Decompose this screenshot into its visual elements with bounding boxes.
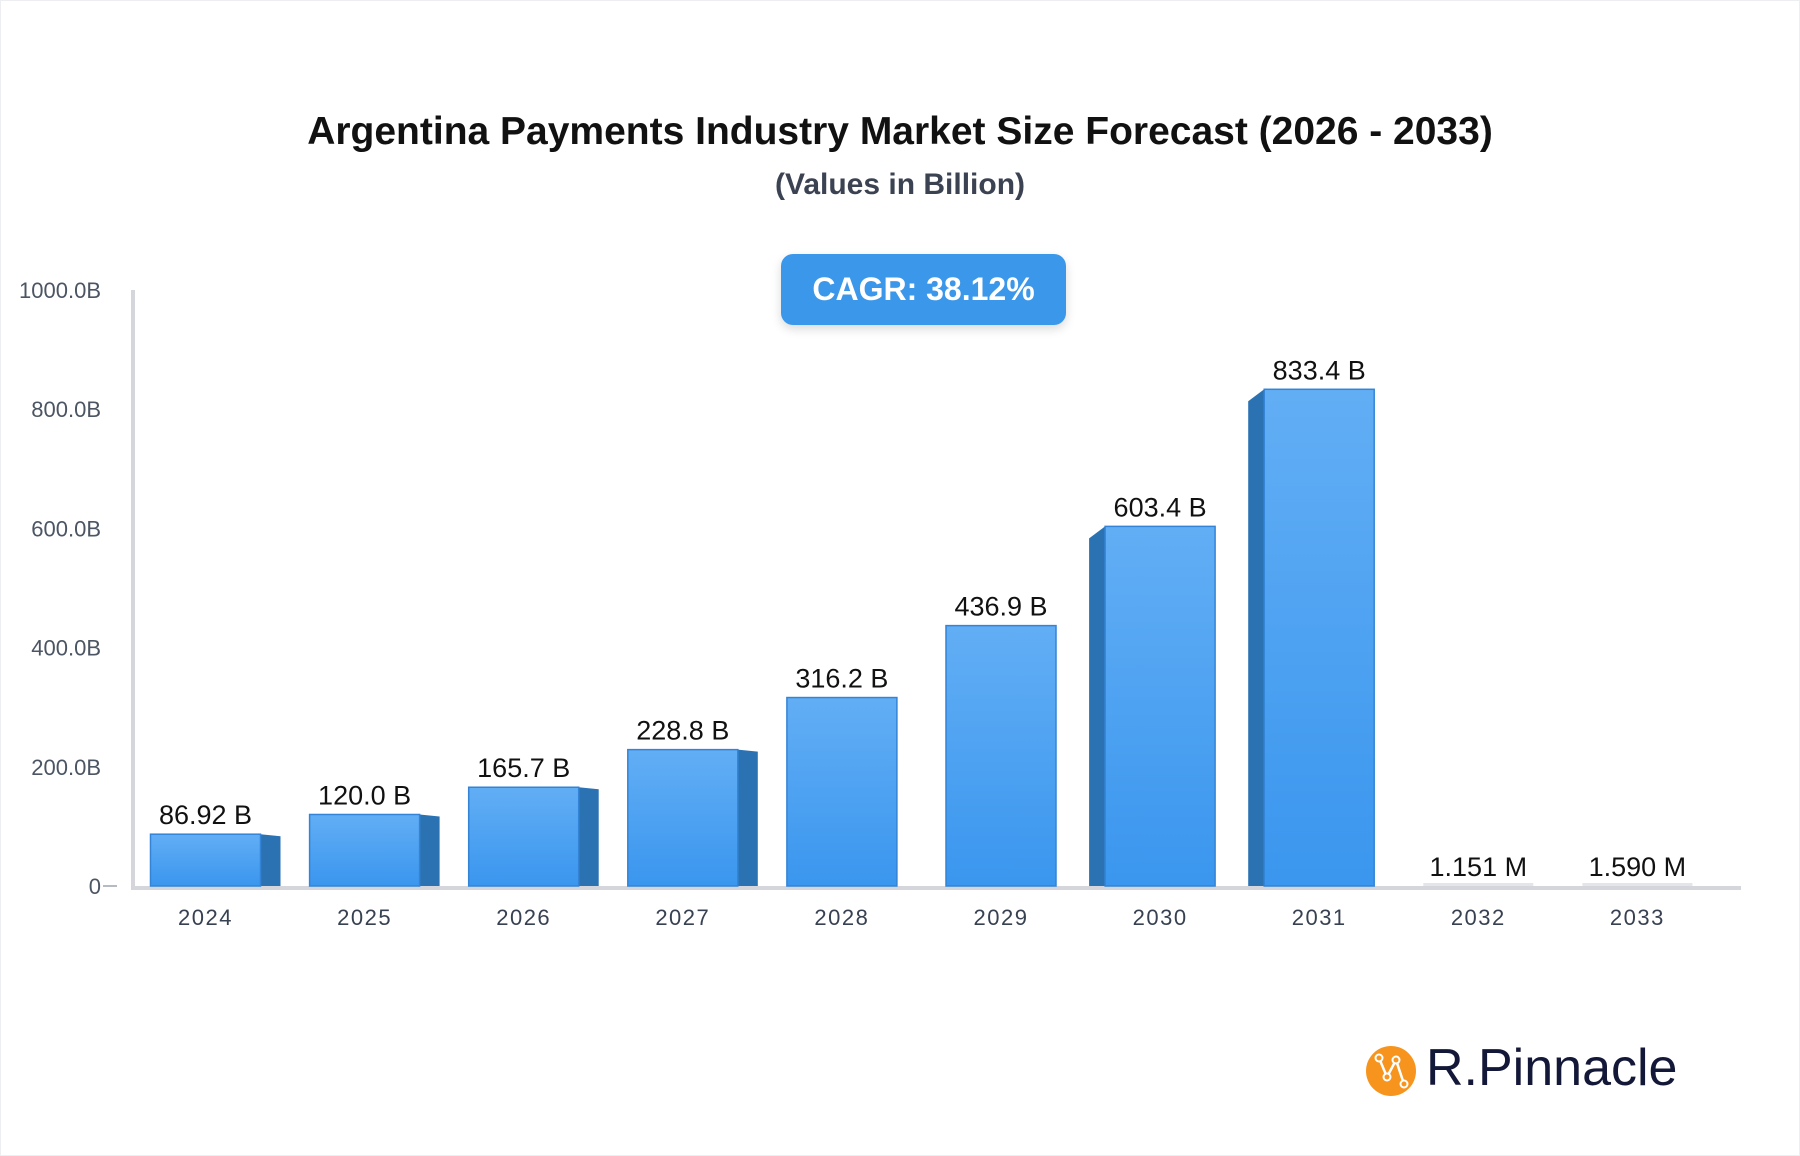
data-label: 436.9 B xyxy=(954,592,1047,622)
bar xyxy=(627,748,739,887)
x-tick-label: 2027 xyxy=(655,905,710,930)
bar xyxy=(945,624,1057,887)
bar xyxy=(1582,883,1693,886)
data-label: 86.92 B xyxy=(159,800,252,830)
x-tick-label: 2032 xyxy=(1451,905,1506,930)
data-label: 1.151 M xyxy=(1430,852,1528,882)
data-label: 1.590 M xyxy=(1589,852,1687,882)
data-label: 228.8 B xyxy=(636,716,729,746)
y-tick-label: 0 xyxy=(89,874,101,899)
data-label: 833.4 B xyxy=(1273,355,1366,385)
bar-side xyxy=(260,834,281,886)
chart-title: Argentina Payments Industry Market Size … xyxy=(307,110,1493,153)
x-tick-label: 2025 xyxy=(337,905,392,930)
y-tick-label: 1000.0B xyxy=(19,278,101,303)
data-label: 603.4 B xyxy=(1114,492,1207,522)
x-tick-label: 2024 xyxy=(178,905,233,930)
x-tick-label: 2031 xyxy=(1292,905,1347,930)
y-tick-label: 200.0B xyxy=(31,755,101,780)
bar-side xyxy=(1089,526,1106,886)
y-tick-label: 600.0B xyxy=(31,516,101,541)
bar xyxy=(1104,525,1216,887)
cagr-badge: CAGR: 38.12% xyxy=(781,254,1066,325)
bar-side xyxy=(578,787,599,886)
bar xyxy=(308,813,421,887)
bar xyxy=(786,696,898,887)
x-tick-label: 2030 xyxy=(1133,905,1188,930)
x-tick-label: 2028 xyxy=(814,905,869,930)
brand-name: R.Pinnacle xyxy=(1426,1039,1678,1097)
data-label: 316.2 B xyxy=(795,664,888,694)
bar xyxy=(1263,388,1375,887)
x-tick-label: 2029 xyxy=(974,905,1029,930)
bar xyxy=(1423,883,1534,886)
y-tick-label: 400.0B xyxy=(31,636,101,661)
chart-subtitle: (Values in Billion) xyxy=(774,168,1026,201)
bar xyxy=(149,833,262,887)
bar xyxy=(467,786,580,887)
x-tick-label: 2033 xyxy=(1610,905,1665,930)
bar-side xyxy=(419,814,440,886)
data-label: 165.7 B xyxy=(477,753,570,783)
bar-side xyxy=(1248,389,1265,886)
x-tick-label: 2026 xyxy=(496,905,551,930)
y-tick-label: 800.0B xyxy=(31,397,101,422)
data-label: 120.0 B xyxy=(318,780,411,810)
bar-side xyxy=(737,749,758,886)
